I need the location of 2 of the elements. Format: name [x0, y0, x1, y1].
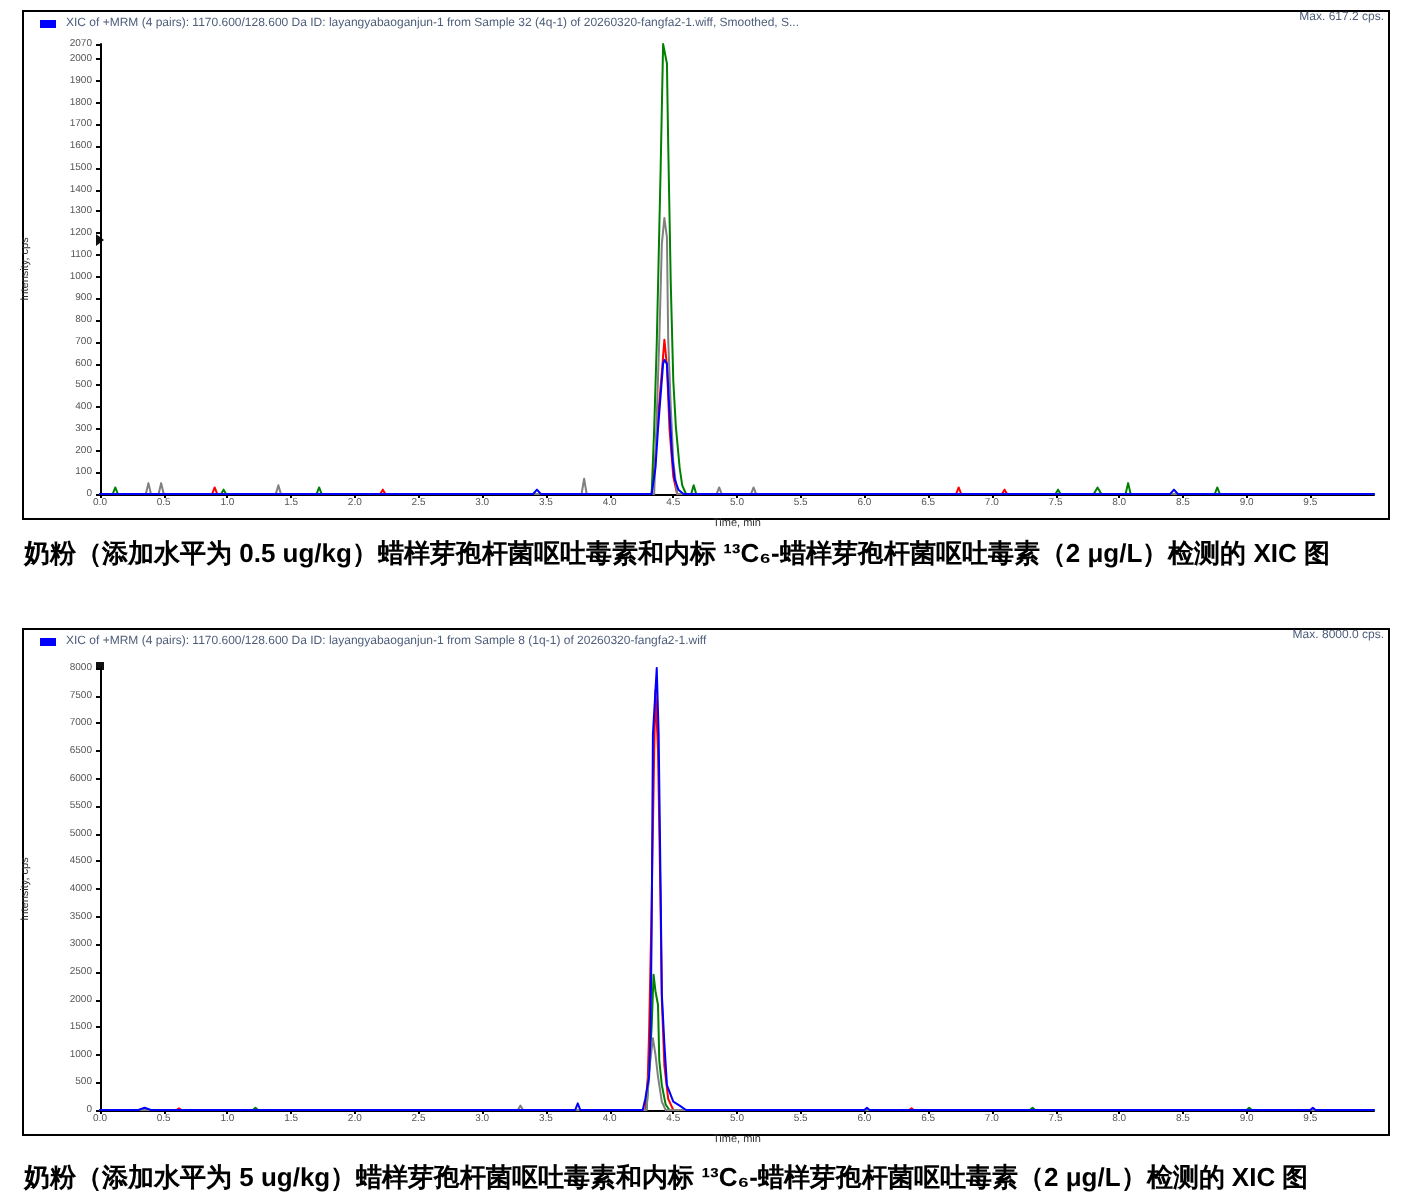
text: 奶粉（添加水平为 5 ug/kg）蜡样芽孢杆菌呕吐毒素和内标 ¹³C₆-蜡样芽孢杆菌呕吐毒素（2 μg/L）检测的 XIC 图: [22, 1162, 1309, 1192]
text: 奶粉（添加水平为 0.5 ug/kg）蜡样芽孢杆菌呕吐毒素和内标 ¹³C₆-蜡样芽孢杆菌呕吐毒素（2 μg/L）检测的 XIC 图: [22, 538, 1331, 568]
